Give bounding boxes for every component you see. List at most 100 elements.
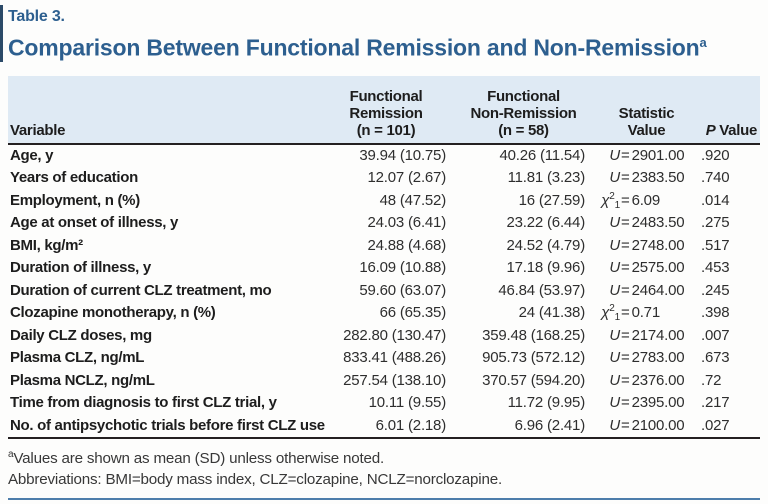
variable-cell: No. of antipsychotic trials before first… — [8, 414, 325, 440]
statistic-cell: U = 2464.00 — [609, 281, 685, 299]
table-row: Plasma NCLZ, ng/mL 257.54 (138.10) 370.5… — [8, 370, 760, 393]
table-row: No. of antipsychotic trials before first… — [8, 414, 760, 440]
variable-cell: Clozapine monotherapy, n (%) — [10, 304, 216, 322]
variable-cell: Age, y — [10, 146, 54, 164]
header-p-value: P Value — [700, 75, 760, 145]
table-row: Duration of illness, y 16.09 (10.88) 17.… — [8, 257, 760, 280]
table-row: Age at onset of illness, y 24.03 (6.41) … — [8, 212, 760, 235]
header-line: (n = 101) — [356, 121, 416, 139]
variable-cell: Plasma NCLZ, ng/mL — [10, 371, 155, 389]
variable-cell: Duration of current CLZ treatment, mo — [10, 281, 272, 299]
non-remission-cell: 24 (41.38) — [518, 304, 586, 322]
remission-cell: 833.41 (488.26) — [343, 349, 446, 367]
remission-cell: 39.94 (10.75) — [359, 146, 446, 164]
table-row: BMI, kg/m² 24.88 (4.68) 24.52 (4.79) U = 2… — [8, 235, 760, 258]
page-edge-decoration — [0, 5, 3, 62]
non-remission-cell: 359.48 (168.25) — [482, 326, 585, 344]
table-row: Years of education 12.07 (2.67) 11.81 (3… — [8, 167, 760, 190]
statistic-cell: χ21 = 0.71 — [601, 303, 660, 324]
remission-cell: 24.88 (4.68) — [367, 236, 447, 254]
non-remission-cell: 905.73 (572.12) — [482, 349, 585, 367]
footnote-abbreviations: Abbreviations: BMI=body mass index, CLZ=… — [8, 469, 760, 490]
p-value-cell: .920 — [701, 146, 730, 164]
table-row: Employment, n (%) 48 (47.52) 16 (27.59) … — [8, 190, 760, 213]
non-remission-cell: 40.26 (11.54) — [499, 146, 585, 164]
table-footnotes: aValues are shown as mean (SD) unless ot… — [8, 444, 760, 490]
table-header: Variable Functional Remission (n = 101) … — [8, 75, 760, 145]
p-value-cell: .398 — [701, 304, 730, 322]
p-value-cell: .007 — [701, 326, 730, 344]
remission-cell: 6.01 (2.18) — [318, 414, 454, 440]
remission-cell: 10.11 (9.55) — [368, 394, 447, 412]
remission-cell: 12.07 (2.67) — [367, 169, 447, 187]
footnote-text: Values are shown as mean (SD) unless oth… — [13, 450, 385, 468]
non-remission-cell: 16 (27.59) — [518, 191, 586, 209]
header-functional-remission: Functional Remission (n = 101) — [318, 75, 454, 145]
p-value-cell: .673 — [701, 349, 730, 367]
statistic-cell: U = 2383.50 — [609, 169, 685, 187]
statistic-cell: U = 2395.00 — [609, 394, 685, 412]
variable-cell: BMI, kg/m² — [10, 236, 83, 254]
statistic-cell: U = 2575.00 — [609, 259, 685, 277]
variable-cell: Years of education — [10, 169, 138, 187]
table-body: Age, y 39.94 (10.75) 40.26 (11.54) U = 290… — [8, 144, 760, 440]
p-value-cell: .245 — [701, 281, 730, 299]
non-remission-cell: 370.57 (594.20) — [482, 371, 585, 389]
remission-cell: 282.80 (130.47) — [343, 326, 446, 344]
p-value-cell: .453 — [701, 259, 730, 277]
variable-cell: Plasma CLZ, ng/mL — [10, 349, 145, 367]
header-variable: Variable — [8, 75, 318, 145]
non-remission-cell: 17.18 (9.96) — [506, 259, 586, 277]
p-value-cell: .014 — [701, 191, 730, 209]
p-symbol: P — [705, 121, 716, 139]
p-value-cell: .72 — [701, 371, 722, 389]
statistic-cell: U = 2174.00 — [609, 326, 685, 344]
p-value-cell: .217 — [701, 394, 730, 412]
table-title-text: Comparison Between Functional Remission … — [8, 34, 700, 61]
variable-cell: Duration of illness, y — [10, 259, 151, 277]
variable-cell: Age at onset of illness, y — [10, 214, 179, 232]
remission-cell: 48 (47.52) — [379, 191, 447, 209]
p-value-cell: .740 — [701, 169, 730, 187]
p-value-cell: .517 — [701, 236, 730, 254]
header-line: Statistic — [618, 104, 675, 122]
p-value-cell: .027 — [700, 414, 760, 440]
header-line: Non-Remission — [470, 104, 577, 122]
header-statistic-value: Statistic Value — [593, 75, 700, 145]
bottom-divider — [8, 498, 760, 501]
header-functional-non-remission: Functional Non-Remission (n = 58) — [454, 75, 593, 145]
variable-cell: Daily CLZ doses, mg — [10, 326, 152, 344]
non-remission-cell: 11.72 (9.95) — [507, 394, 586, 412]
table-row: Clozapine monotherapy, n (%) 66 (65.35) … — [8, 302, 760, 325]
statistic-cell: U = 2748.00 — [609, 236, 685, 254]
variable-cell: Time from diagnosis to first CLZ trial, … — [10, 394, 277, 412]
table-title-footnote-marker: a — [699, 35, 707, 50]
statistic-cell: U = 2783.00 — [609, 349, 685, 367]
table-title: Comparison Between Functional Remission … — [8, 27, 760, 64]
non-remission-cell: 23.22 (6.44) — [506, 214, 586, 232]
table-row: Age, y 39.94 (10.75) 40.26 (11.54) U = 290… — [8, 144, 760, 168]
table-row: Time from diagnosis to first CLZ trial, … — [8, 392, 760, 415]
statistic-cell: U = 2376.00 — [609, 371, 685, 389]
header-line: (n = 58) — [498, 121, 549, 139]
statistic-cell: U = 2901.00 — [609, 146, 685, 164]
footnote-text: Abbreviations: BMI=body mass index, CLZ=… — [8, 471, 502, 489]
header-line: Functional — [349, 87, 423, 105]
remission-cell: 66 (65.35) — [379, 304, 447, 322]
non-remission-cell: 24.52 (4.79) — [506, 236, 586, 254]
variable-cell: Employment, n (%) — [10, 191, 140, 209]
header-line: Value — [627, 121, 666, 139]
p-value-word: Value — [715, 121, 757, 139]
remission-cell: 24.03 (6.41) — [367, 214, 447, 232]
non-remission-cell: 6.96 (2.41) — [454, 414, 593, 440]
statistic-cell: U = 2100.00 — [593, 414, 700, 440]
remission-cell: 16.09 (10.88) — [359, 259, 446, 277]
table-number-label: Table 3. — [8, 8, 65, 25]
footnote-marker: a — [8, 449, 14, 461]
remission-cell: 257.54 (138.10) — [343, 371, 446, 389]
comparison-table: Variable Functional Remission (n = 101) … — [8, 75, 760, 440]
non-remission-cell: 11.81 (3.23) — [507, 169, 586, 187]
statistic-cell: U = 2483.50 — [609, 214, 685, 232]
header-line: Remission — [349, 104, 423, 122]
